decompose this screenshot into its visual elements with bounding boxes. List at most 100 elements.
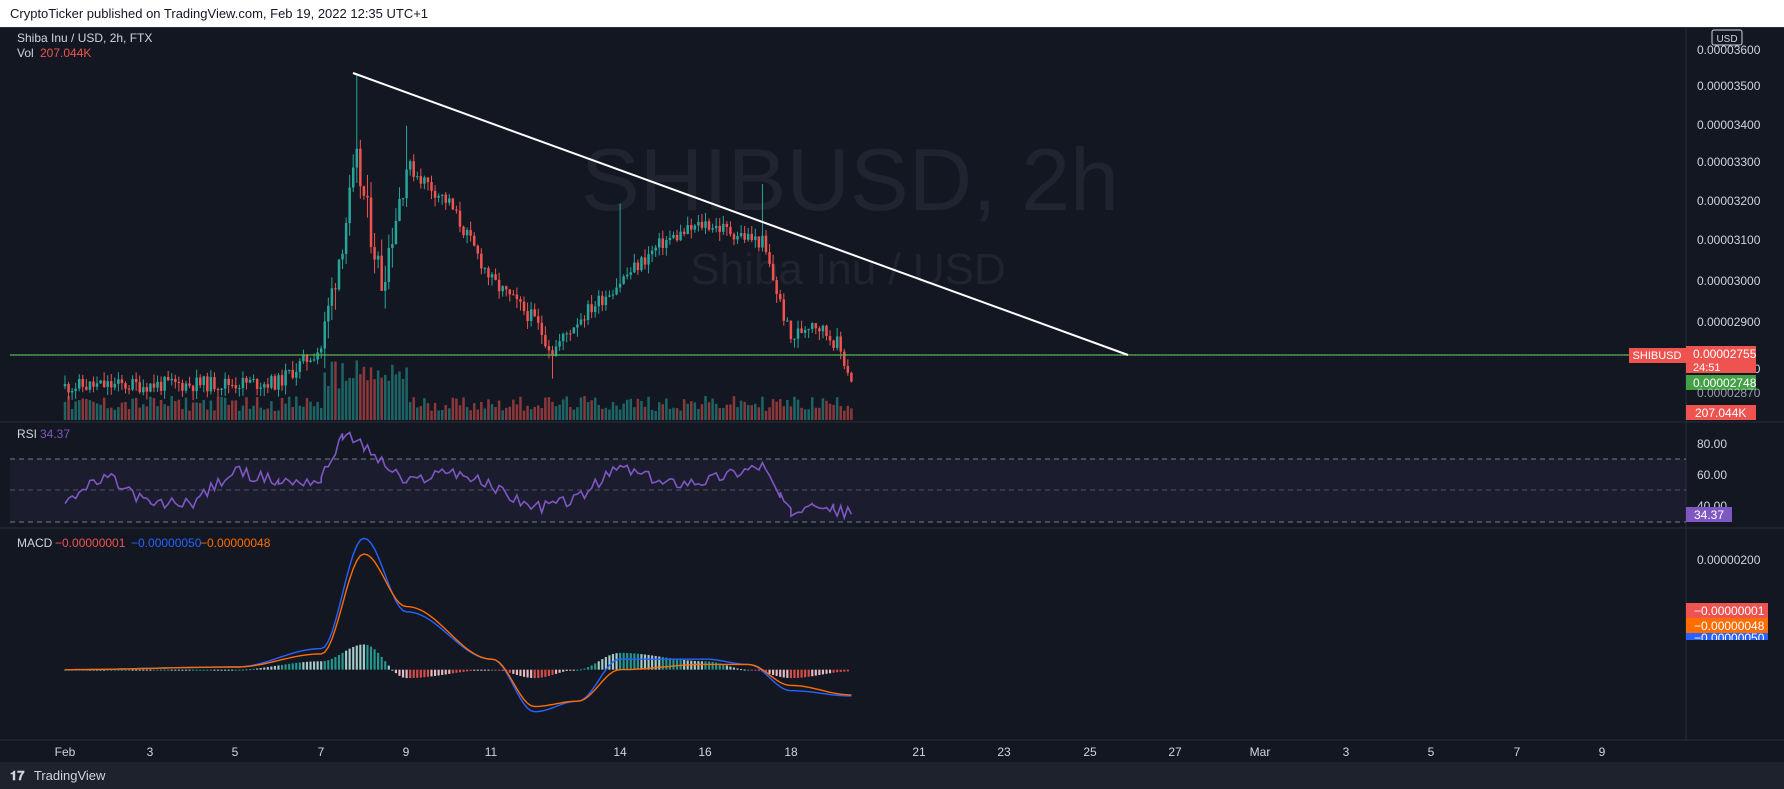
candle bbox=[362, 185, 366, 200]
volume-bar bbox=[661, 404, 665, 420]
currency-badge-box[interactable] bbox=[1711, 29, 1743, 46]
macd-histogram-bar bbox=[256, 668, 259, 670]
candle bbox=[786, 317, 789, 322]
candle-body bbox=[554, 346, 558, 357]
candle-body bbox=[127, 388, 131, 390]
currency-badge[interactable]: USD bbox=[1716, 34, 1737, 45]
volume-bar bbox=[508, 406, 512, 420]
candle bbox=[754, 228, 757, 248]
candle-body bbox=[704, 221, 707, 228]
volume-bar bbox=[590, 400, 593, 420]
volume-bar bbox=[337, 388, 341, 420]
tradingview-logo-icon[interactable]: 𝟏𝟕 bbox=[10, 768, 25, 783]
macd-histogram-bar bbox=[722, 664, 725, 670]
candle-body bbox=[697, 221, 700, 226]
volume-bar bbox=[334, 361, 337, 420]
macd-histogram-bar bbox=[409, 669, 412, 679]
macd-histogram-bar bbox=[804, 669, 807, 678]
candle-body bbox=[487, 268, 490, 278]
macd-histogram-bar bbox=[366, 645, 369, 670]
volume-bar bbox=[821, 398, 825, 420]
volume-bar bbox=[408, 402, 412, 420]
candle-body bbox=[768, 252, 771, 264]
candle-body bbox=[344, 223, 348, 254]
macd-histogram-bar bbox=[544, 669, 547, 677]
time-axis[interactable]: Feb 3 5 7 9 11 14 16 18 21 23 25 27 Mar … bbox=[55, 745, 1606, 759]
candle bbox=[693, 224, 697, 233]
candle bbox=[593, 300, 597, 318]
candle bbox=[166, 370, 170, 382]
candle-body bbox=[497, 279, 501, 292]
macd-histogram-bar bbox=[626, 652, 629, 670]
candle-body bbox=[209, 377, 213, 392]
candle bbox=[252, 374, 255, 383]
volume-bar bbox=[323, 372, 327, 420]
volume-bar bbox=[273, 410, 277, 420]
candle-body bbox=[287, 369, 291, 371]
candle-body bbox=[818, 328, 821, 332]
macd-histogram-bar bbox=[643, 654, 647, 670]
macd-histogram-bar bbox=[704, 661, 707, 670]
candle bbox=[134, 372, 138, 391]
legend-rsi-value: 34.37 bbox=[40, 427, 70, 441]
macd-histogram-bar bbox=[793, 669, 796, 679]
footer-brand[interactable]: TradingView bbox=[33, 768, 106, 783]
volume-bar bbox=[348, 377, 351, 420]
volume-bar bbox=[131, 398, 134, 420]
candle-body bbox=[832, 340, 835, 348]
macd-histogram-bar bbox=[768, 669, 771, 674]
macd-histogram-bar bbox=[234, 669, 237, 671]
time-tick: 9 bbox=[403, 745, 410, 759]
candle-body bbox=[312, 359, 316, 361]
candle bbox=[309, 357, 312, 363]
candle bbox=[408, 159, 412, 176]
candle bbox=[771, 254, 775, 282]
candle-body bbox=[102, 380, 106, 388]
volume-bar bbox=[106, 408, 109, 420]
candle bbox=[551, 345, 554, 379]
macd-histogram-bar bbox=[106, 669, 109, 671]
macd-histogram-bar bbox=[736, 668, 739, 670]
volume-bar bbox=[807, 409, 810, 420]
candle bbox=[227, 375, 230, 394]
macd-histogram-bar bbox=[444, 669, 447, 675]
candle-body bbox=[245, 377, 248, 383]
candle bbox=[202, 375, 206, 393]
volume-bar bbox=[102, 397, 106, 420]
volume-bar bbox=[351, 378, 355, 420]
macd-histogram-bar bbox=[455, 669, 458, 673]
macd-histogram-bar bbox=[156, 669, 159, 671]
candlesticks[interactable] bbox=[63, 75, 853, 401]
candle bbox=[295, 363, 298, 386]
candle-body bbox=[177, 381, 181, 383]
price-tick: 0.00003300 bbox=[1697, 155, 1761, 169]
candle bbox=[440, 194, 444, 205]
macd-histogram-bar bbox=[448, 669, 451, 674]
candle-body bbox=[156, 381, 159, 388]
volume-bar bbox=[238, 410, 241, 420]
legend-symbol[interactable]: Shiba Inu / USD, 2h, FTX bbox=[17, 31, 152, 45]
volume-bar bbox=[597, 404, 600, 420]
candle bbox=[490, 272, 494, 286]
candle bbox=[209, 370, 213, 395]
candle-body bbox=[583, 319, 586, 321]
candle-body bbox=[476, 245, 480, 254]
macd-histogram-bar bbox=[419, 669, 422, 678]
candle-body bbox=[184, 383, 188, 391]
macd-histogram-bar bbox=[473, 669, 476, 671]
macd-histogram-bar bbox=[846, 669, 849, 672]
chart-canvas[interactable]: SHIBUSD, 2h Shiba Inu / USD Shiba Inu / … bbox=[0, 28, 1784, 763]
candle-body bbox=[690, 225, 693, 230]
volume-bar bbox=[633, 407, 636, 420]
candle bbox=[533, 303, 536, 318]
volume-bar bbox=[504, 407, 508, 420]
chart-frame[interactable]: SHIBUSD, 2h Shiba Inu / USD Shiba Inu / … bbox=[0, 27, 1784, 763]
candle-body bbox=[138, 382, 141, 393]
candle bbox=[85, 379, 88, 391]
macd-histogram-bar bbox=[423, 669, 426, 678]
descending-trendline[interactable] bbox=[352, 72, 1129, 356]
macd-histogram-bar bbox=[135, 669, 138, 671]
macd-histogram-bar bbox=[551, 669, 554, 675]
volume-bar bbox=[732, 396, 736, 420]
candle-body bbox=[384, 281, 387, 291]
